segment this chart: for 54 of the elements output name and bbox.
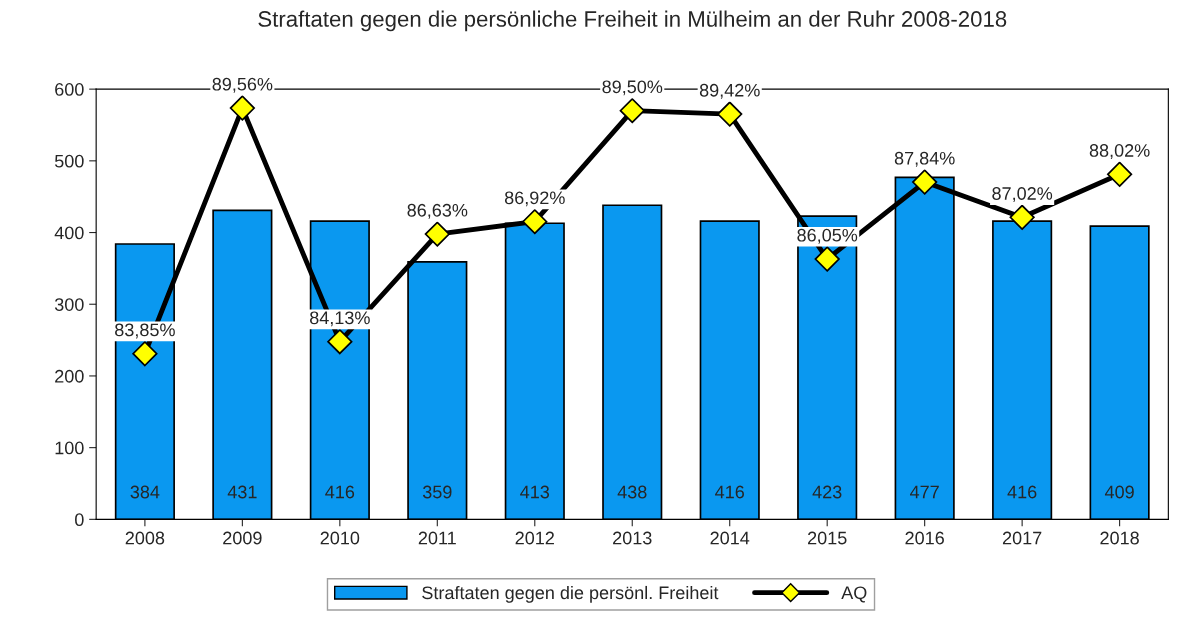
y-tick-label: 600 [55, 83, 84, 96]
point [132, 341, 158, 367]
data-label: 438 [617, 485, 647, 499]
data-label: 86,63% [407, 203, 468, 219]
x-tick-label: 2015 [808, 531, 847, 545]
legend-label: Straftaten gegen die persönl. Freiheit [422, 585, 719, 603]
data-label: 89,56% [212, 77, 273, 93]
point [1106, 161, 1133, 187]
data-label: 86,92% [504, 191, 565, 207]
data-label: 86,05% [797, 228, 858, 244]
data-label: 89,42% [699, 83, 760, 99]
x-tick-label: 2017 [1002, 531, 1042, 545]
point [424, 221, 450, 247]
point [814, 246, 840, 272]
x-tick-label: 2010 [320, 531, 360, 545]
data-label: 416 [1007, 485, 1037, 499]
data-label: 384 [130, 485, 160, 499]
y-tick-label: 500 [54, 154, 84, 168]
data-label: 423 [812, 485, 842, 499]
data-label: 87,84% [894, 151, 955, 167]
y-tick-label: 300 [54, 298, 84, 311]
x-tick-label: 2014 [710, 531, 750, 545]
x-tick-label: 2008 [125, 531, 165, 545]
x-tick-label: 2011 [418, 531, 456, 545]
data-label: 431 [227, 485, 257, 499]
point [912, 169, 938, 195]
point [327, 329, 353, 355]
point [522, 209, 548, 235]
x-tick-label: 2013 [613, 531, 652, 545]
y-tick-label: 200 [55, 369, 84, 383]
y-tick-label: 0 [75, 513, 84, 527]
x-tick-label: 2012 [515, 531, 554, 545]
point [1009, 204, 1035, 230]
legend-label: AQ [841, 586, 867, 603]
y-tick-label: 100 [55, 441, 84, 455]
point [229, 95, 255, 121]
chart-title: Straftaten gegen die persönliche Freiheit in Mülheim an der Ruhr 2008-2018 [258, 10, 1007, 32]
y-tick-label: 400 [54, 226, 84, 240]
x-tick-label: 2016 [905, 531, 944, 545]
x-tick-label: 2018 [1100, 531, 1139, 545]
data-label: 87,02% [992, 187, 1053, 203]
data-label: 359 [422, 485, 452, 499]
data-label: 89,50% [602, 80, 663, 96]
data-label: 83,85% [115, 323, 175, 339]
x-tick-label: 2009 [223, 531, 262, 545]
data-label: 84,13% [310, 311, 370, 327]
data-label: 88,02% [1089, 144, 1150, 159]
point [717, 101, 743, 127]
data-label: 416 [325, 485, 355, 499]
data-label: 413 [520, 485, 550, 499]
point [619, 98, 645, 124]
data-label: 477 [910, 485, 939, 499]
data-label: 409 [1104, 485, 1134, 499]
data-label: 416 [715, 485, 744, 499]
